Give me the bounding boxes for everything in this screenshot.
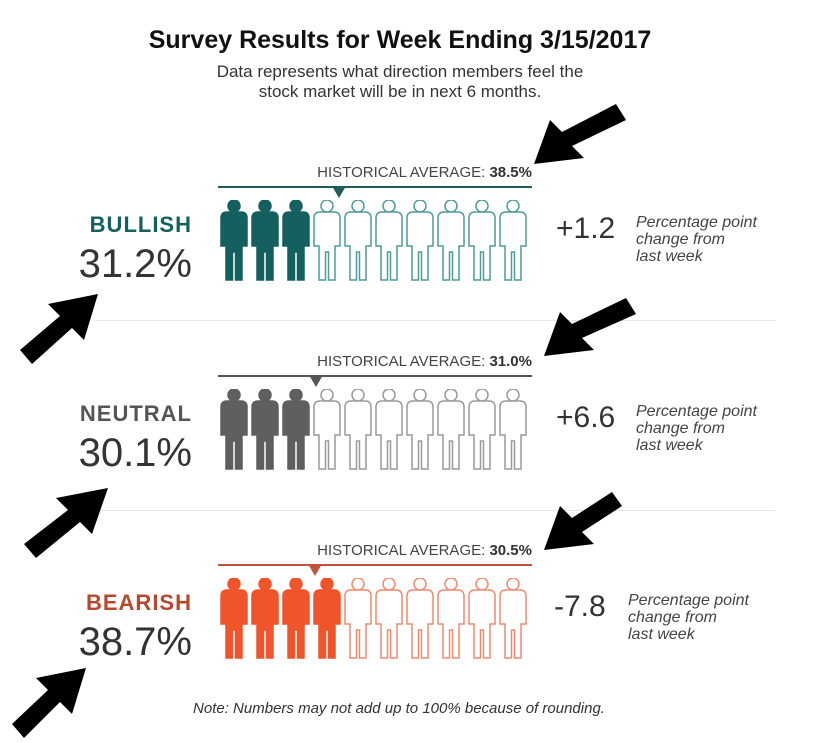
person-icon-filled (220, 578, 248, 659)
person-icon-empty (344, 578, 372, 659)
person-icon-filled (282, 200, 310, 281)
section-bearish: HISTORICAL AVERAGE: 30.5% BEARISH 38.7% … (0, 542, 814, 722)
person-icon-empty (375, 200, 403, 281)
section-neutral: HISTORICAL AVERAGE: 31.0% NEUTRAL 30.1% … (0, 353, 814, 533)
category-value: 30.1% (78, 431, 192, 475)
category-label: BULLISH (89, 212, 192, 237)
person-icon-filled (251, 389, 279, 470)
category-label: BEARISH (85, 590, 192, 615)
person-icon-empty (437, 200, 465, 281)
person-icon-empty (468, 389, 496, 470)
person-icon-empty (499, 578, 527, 659)
person-icon-filled (282, 578, 310, 659)
person-icon-empty (375, 578, 403, 659)
change-description: Percentage point change from last week (636, 214, 757, 265)
people-pictogram (220, 578, 527, 659)
category-label: NEUTRAL (79, 401, 192, 426)
historical-average-marker (309, 375, 324, 387)
subtitle-line-1: Data represents what direction members f… (216, 62, 584, 81)
person-icon-empty (313, 389, 341, 470)
change-description: Percentage point change from last week (636, 403, 757, 454)
person-icon-empty (406, 389, 434, 470)
person-icon-empty (375, 389, 403, 470)
person-icon-empty (344, 200, 372, 281)
person-icon-empty (499, 389, 527, 470)
person-icon-filled (282, 389, 310, 470)
person-icon-empty (406, 200, 434, 281)
person-icon-empty (313, 200, 341, 281)
person-icon-filled (313, 578, 341, 659)
change-description: Percentage point change from last week (628, 592, 749, 643)
historical-average-label: HISTORICAL AVERAGE: 31.0% (317, 353, 532, 370)
person-icon-empty (437, 578, 465, 659)
person-icon-empty (468, 200, 496, 281)
person-icon-filled (251, 578, 279, 659)
arrow-icon (20, 294, 98, 364)
change-value: -7.8 (554, 590, 606, 623)
people-pictogram (220, 200, 527, 281)
historical-average-marker (307, 564, 322, 576)
section-divider (95, 320, 775, 321)
historical-average-label: HISTORICAL AVERAGE: 30.5% (317, 542, 532, 559)
change-value: +1.2 (556, 212, 616, 245)
arrow-icon (24, 488, 108, 558)
person-icon-empty (499, 200, 527, 281)
person-icon-empty (406, 578, 434, 659)
person-icon-empty (344, 389, 372, 470)
footnote: Note: Numbers may not add up to 100% bec… (193, 700, 605, 717)
historical-average-label: HISTORICAL AVERAGE: 38.5% (317, 164, 532, 181)
chart-title: Survey Results for Week Ending 3/15/2017 (148, 26, 652, 54)
chart-subtitle: Data represents what direction members f… (0, 62, 800, 102)
person-icon-filled (220, 200, 248, 281)
section-bullish: HISTORICAL AVERAGE: 38.5% BULLISH 31.2% … (0, 164, 814, 344)
subtitle-line-2: stock market will be in next 6 months. (258, 82, 542, 101)
category-value: 38.7% (78, 620, 192, 664)
arrow-icon (12, 668, 86, 738)
historical-average-line (218, 375, 532, 377)
person-icon-empty (468, 578, 496, 659)
arrow-icon (544, 492, 622, 550)
change-value: +6.6 (556, 401, 616, 434)
historical-average-marker (332, 186, 347, 198)
arrow-icon (544, 298, 636, 356)
section-divider (95, 510, 775, 511)
historical-average-line (218, 564, 532, 566)
historical-average-line (218, 186, 532, 188)
person-icon-empty (437, 389, 465, 470)
person-icon-filled (251, 200, 279, 281)
person-icon-filled (220, 389, 248, 470)
people-pictogram (220, 389, 527, 470)
category-value: 31.2% (78, 242, 192, 286)
arrow-icon (534, 104, 626, 164)
